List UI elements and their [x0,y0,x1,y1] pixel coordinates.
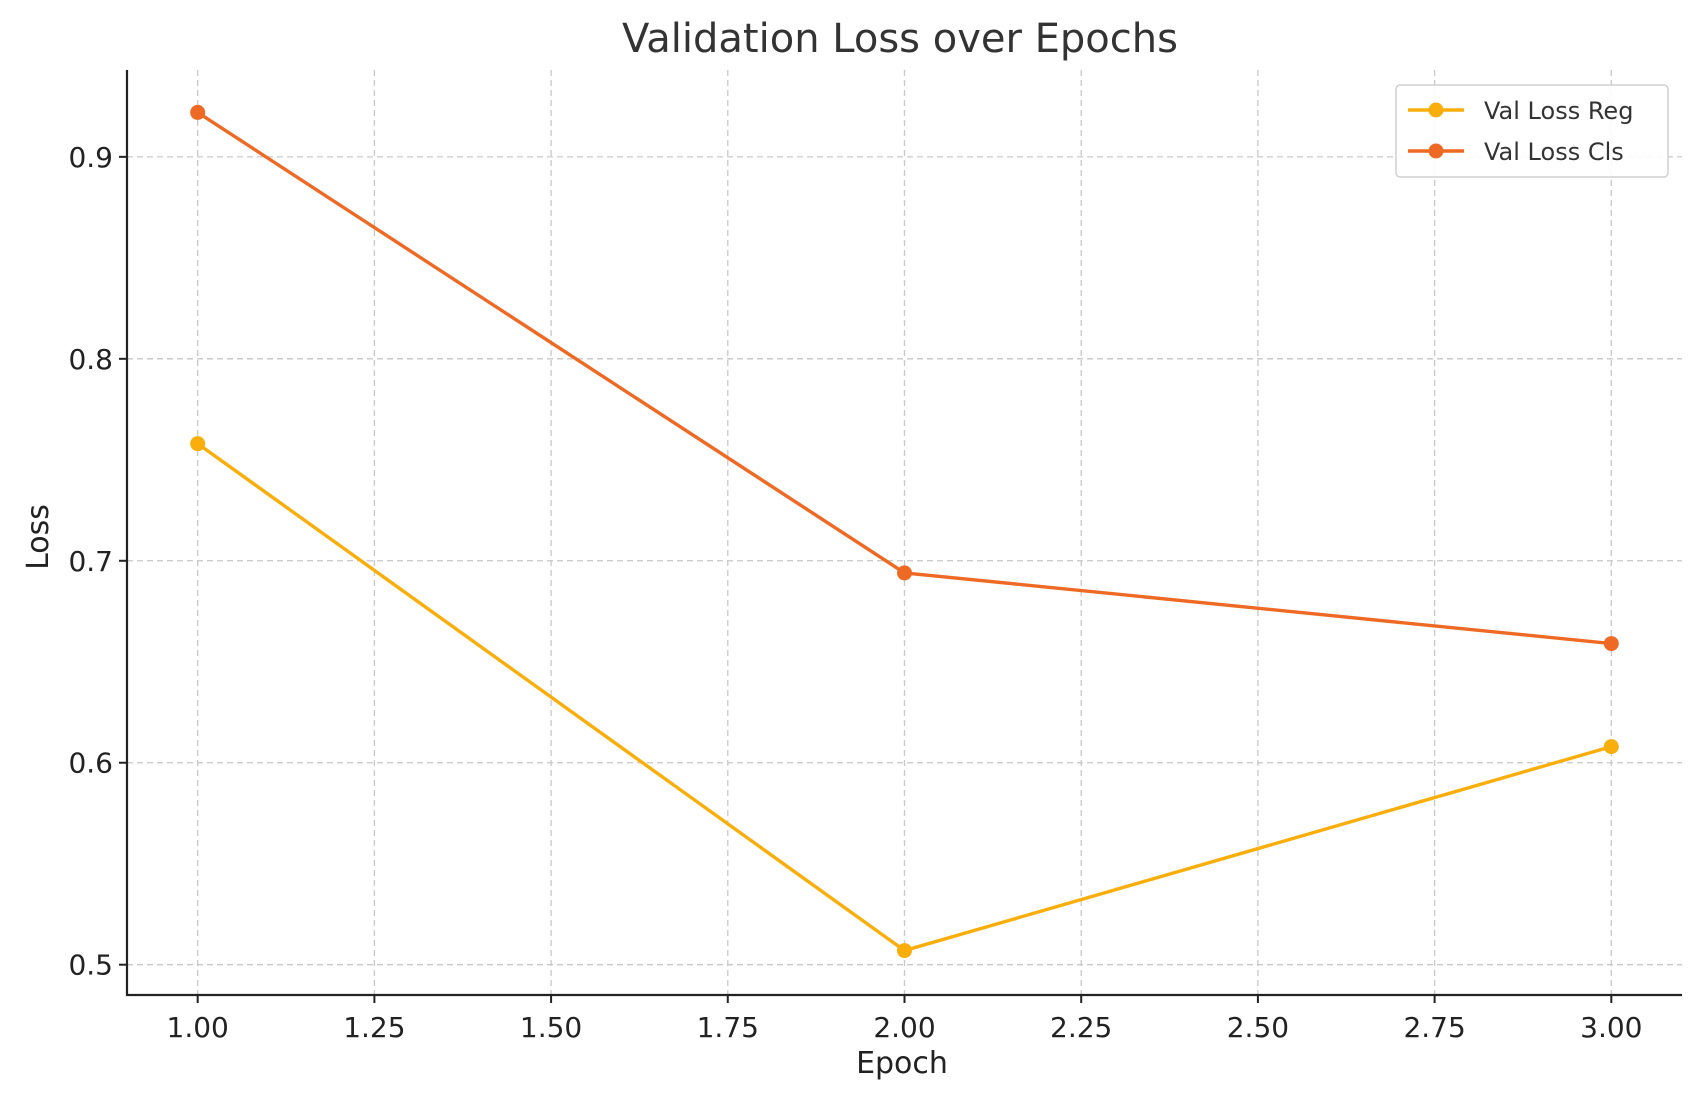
x-tick-label: 3.00 [1580,1011,1642,1044]
x-tick-label: 2.75 [1403,1011,1465,1044]
axes [125,70,1682,997]
x-axis-ticks: 1.00 1.25 1.50 1.75 2.00 2.25 2.50 2.75 3.00 [167,995,1642,1044]
legend-label: Val Loss Cls [1484,138,1624,166]
legend-item: Val Loss Reg [1408,97,1633,125]
x-tick-label: 1.00 [167,1011,229,1044]
chart-title: Validation Loss over Epochs [622,16,1178,62]
x-tick-label: 2.50 [1227,1011,1289,1044]
axis-spines [125,70,1682,997]
data-point [1603,636,1619,652]
legend-item: Val Loss Cls [1408,138,1624,166]
legend-box [1395,84,1669,178]
data-point [897,565,912,581]
x-axis-label: Epoch [856,1046,948,1081]
series-2 [190,104,1619,652]
data-point [1603,739,1619,755]
legend: Val Loss Reg Val Loss Cls [1395,84,1669,178]
x-tick-label: 1.75 [697,1011,759,1044]
x-tick-label: 1.50 [520,1011,582,1044]
data-point [897,943,912,959]
y-axis-ticks: 0.5 0.6 0.7 0.8 0.9 [68,141,127,982]
y-tick-label: 0.9 [68,141,113,174]
y-axis-label: Loss [21,504,56,570]
grid [127,70,1682,995]
data-point [190,104,206,120]
y-tick-label: 0.7 [68,545,113,578]
x-tick-label: 2.25 [1050,1011,1112,1044]
legend-swatch-marker [1428,143,1444,159]
y-tick-label: 0.6 [68,747,113,780]
x-tick-label: 1.25 [343,1011,405,1044]
y-tick-label: 0.5 [68,949,113,982]
legend-swatch-marker [1428,102,1444,118]
y-tick-label: 0.8 [68,343,113,376]
series-1 [190,436,1619,959]
series-layer [190,104,1619,959]
legend-label: Val Loss Reg [1484,97,1633,125]
data-point [190,436,206,452]
x-tick-label: 2.00 [873,1011,935,1044]
